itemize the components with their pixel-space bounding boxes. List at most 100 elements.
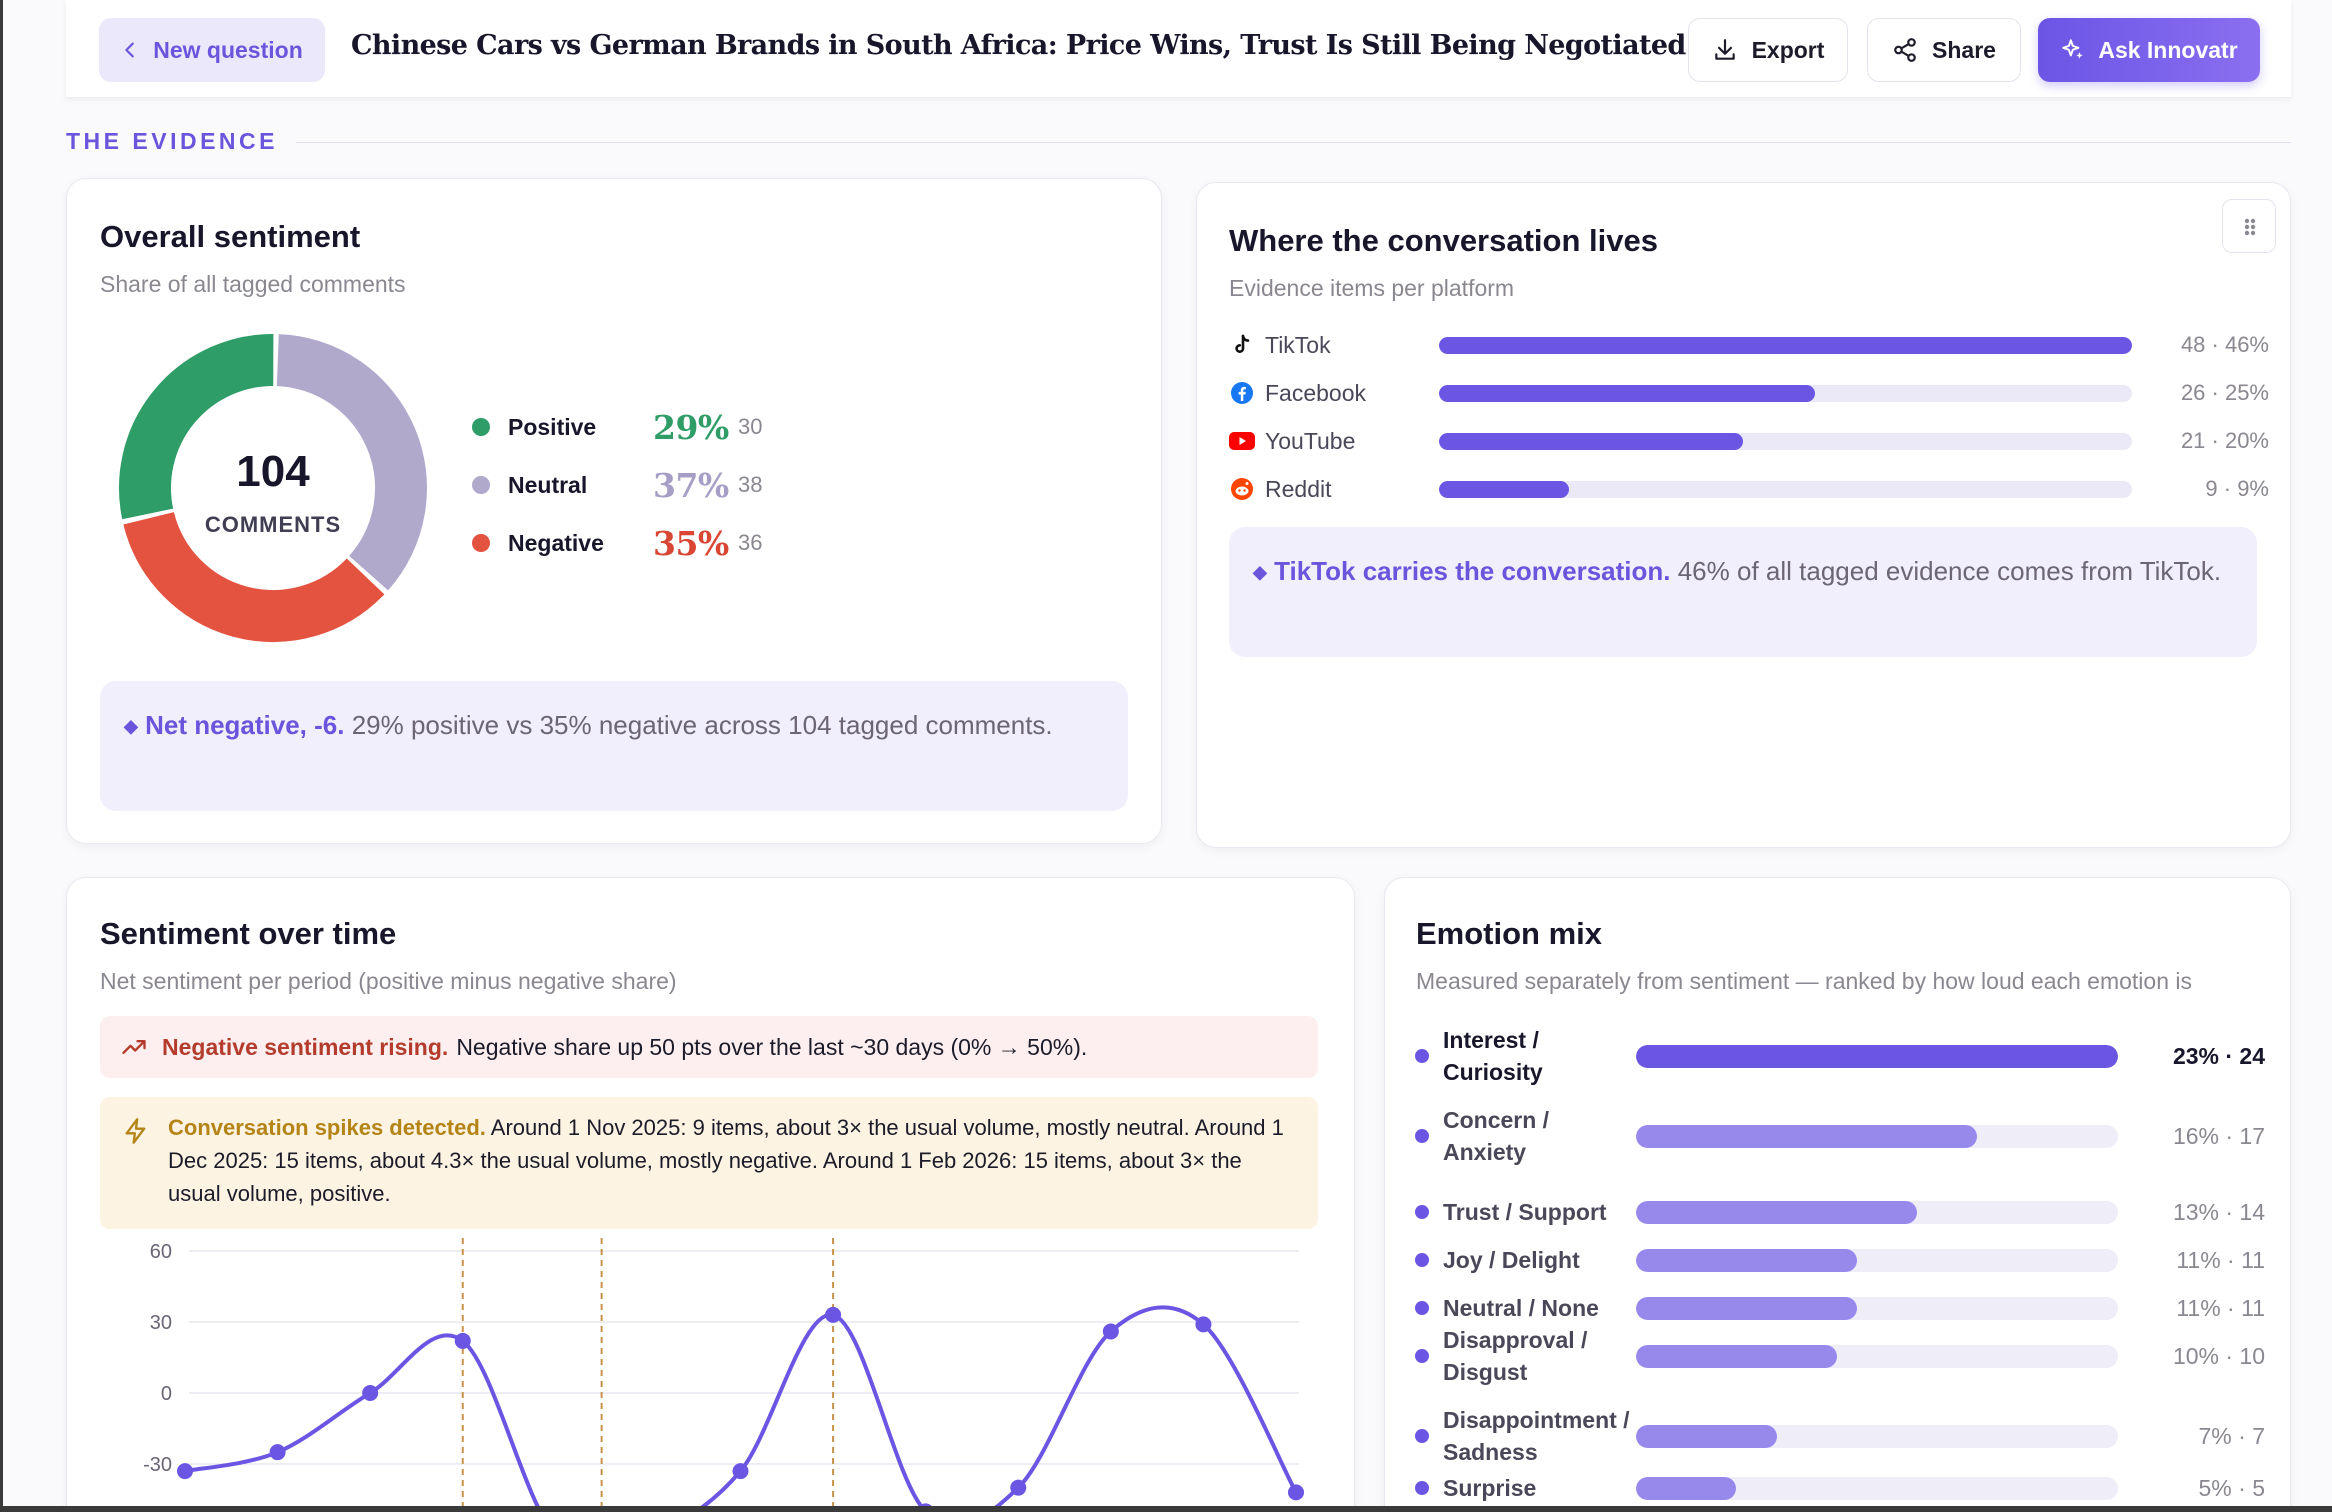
emotion-label: Interest / Curiosity bbox=[1443, 1027, 1543, 1085]
alert-text: Negative share up 50 pts over the last ~… bbox=[456, 1033, 1088, 1060]
emotion-bar-track bbox=[1636, 1044, 2118, 1068]
platform-bar-track bbox=[1439, 480, 2132, 498]
platform-bar-fill bbox=[1439, 480, 1570, 498]
platform-bar-fill bbox=[1439, 336, 2132, 354]
emotion-row: Concern / Anxiety 16% · 17 bbox=[1415, 1104, 2265, 1168]
legend-dot bbox=[472, 418, 490, 436]
emotion-label: Concern / Anxiety bbox=[1443, 1107, 1550, 1165]
export-label: Export bbox=[1751, 36, 1825, 63]
data-point[interactable] bbox=[918, 1503, 934, 1506]
data-point[interactable] bbox=[269, 1444, 286, 1461]
emotion-row: Joy / Delight 11% · 11 bbox=[1415, 1228, 2265, 1292]
ask-innovatr-label: Ask Innovatr bbox=[2098, 36, 2238, 63]
sparkle-icon bbox=[2062, 39, 2084, 59]
emotion-dot bbox=[1415, 1205, 1429, 1219]
spikes-alert: Conversation spikes detected. Around 1 N… bbox=[100, 1097, 1318, 1229]
platforms-card: Where the conversation lives Evidence it… bbox=[1196, 182, 2291, 848]
data-point[interactable] bbox=[1288, 1484, 1304, 1501]
emotion-bar-fill bbox=[1636, 1344, 1837, 1368]
platform-row-facebook: Facebook 26 · 25% bbox=[1229, 375, 2269, 411]
callout-diamond-icon: ◆ bbox=[1253, 562, 1267, 582]
callout-headline: TikTok carries the conversation. bbox=[1274, 556, 1671, 586]
platform-value: 26 · 25% bbox=[2180, 380, 2269, 405]
tiktok-icon bbox=[1229, 332, 1255, 358]
window-frame-bottom bbox=[0, 1506, 2332, 1512]
data-point[interactable] bbox=[825, 1306, 842, 1323]
emotion-row: Neutral / None 11% · 11 bbox=[1415, 1276, 2265, 1340]
legend-name: Negative bbox=[508, 529, 604, 556]
emotion-dot bbox=[1415, 1253, 1429, 1267]
download-icon bbox=[1714, 39, 1735, 60]
data-point[interactable] bbox=[362, 1385, 379, 1401]
ask-innovatr-button[interactable]: Ask Innovatr bbox=[2038, 18, 2260, 82]
emotion-bar-track bbox=[1636, 1344, 2118, 1368]
donut-total-label: COMMENTS bbox=[204, 512, 342, 537]
card-subtitle: Evidence items per platform bbox=[1229, 275, 1515, 301]
card-subtitle: Share of all tagged comments bbox=[100, 271, 406, 297]
emotion-row: Interest / Curiosity 23% · 24 bbox=[1415, 1024, 2265, 1088]
section-divider bbox=[296, 142, 2291, 143]
legend-name: Neutral bbox=[508, 471, 588, 498]
y-tick-label: 0 bbox=[160, 1383, 172, 1405]
emotion-value: 5% · 5 bbox=[2198, 1474, 2265, 1501]
emotion-dot bbox=[1415, 1429, 1429, 1443]
new-question-button[interactable]: New question bbox=[99, 18, 325, 82]
platform-name: Facebook bbox=[1265, 379, 1367, 406]
report-page: New question Chinese Cars vs German Bran… bbox=[3, 0, 2332, 1506]
emotion-bar-track bbox=[1636, 1124, 2118, 1148]
spikes-text: Around 1 Nov 2025: 9 items, about 3× the… bbox=[168, 1115, 1284, 1206]
share-button[interactable]: Share bbox=[1867, 18, 2021, 82]
callout-diamond-icon: ◆ bbox=[124, 716, 138, 736]
y-tick-label: -30 bbox=[143, 1454, 172, 1476]
legend-positive: Positive 29% 30 bbox=[472, 407, 762, 447]
legend-count: 38 bbox=[738, 472, 763, 497]
emotion-row: Disapproval / Disgust 10% · 10 bbox=[1415, 1324, 2265, 1388]
data-point[interactable] bbox=[1010, 1479, 1027, 1496]
new-question-label: New question bbox=[153, 36, 303, 63]
y-tick-label: 30 bbox=[149, 1312, 172, 1334]
y-tick-label: 60 bbox=[149, 1241, 172, 1263]
donut-chart bbox=[119, 334, 427, 642]
data-point[interactable] bbox=[1195, 1316, 1212, 1333]
emotion-value: 7% · 7 bbox=[2198, 1422, 2265, 1449]
sentiment-line-chart: 60 30 0 -30 bbox=[67, 1238, 1354, 1506]
data-point[interactable] bbox=[454, 1332, 471, 1349]
platform-row-tiktok: TikTok 48 · 46% bbox=[1229, 327, 2269, 363]
callout-headline: Net negative, -6. bbox=[145, 710, 345, 740]
data-point[interactable] bbox=[732, 1463, 749, 1480]
emotion-bar-fill bbox=[1636, 1296, 1857, 1320]
data-point[interactable] bbox=[1102, 1323, 1119, 1340]
drag-handle-button[interactable] bbox=[2222, 199, 2276, 253]
platform-bar-track bbox=[1439, 336, 2132, 354]
window-frame bbox=[0, 0, 3, 1512]
chevron-left-icon bbox=[125, 42, 135, 58]
emotion-label: Trust / Support bbox=[1443, 1199, 1607, 1225]
card-title: Emotion mix bbox=[1416, 916, 1603, 951]
emotion-row: Trust / Support 13% · 14 bbox=[1415, 1180, 2265, 1244]
emotion-label: Disapproval / Disgust bbox=[1443, 1327, 1588, 1385]
emotion-value: 16% · 17 bbox=[2172, 1122, 2265, 1149]
report-title: Chinese Cars vs German Brands in South A… bbox=[351, 30, 1686, 61]
emotion-value: 11% · 11 bbox=[2176, 1294, 2265, 1321]
card-title: Overall sentiment bbox=[100, 219, 361, 254]
platform-row-youtube: YouTube 21 · 20% bbox=[1229, 423, 2269, 459]
callout-text: 29% positive vs 35% negative across 104 … bbox=[344, 710, 1053, 740]
emotion-bar-fill bbox=[1636, 1200, 1917, 1224]
data-point[interactable] bbox=[177, 1463, 193, 1480]
platform-bar-fill bbox=[1439, 384, 1815, 402]
export-button[interactable]: Export bbox=[1688, 18, 1848, 82]
legend-name: Positive bbox=[508, 413, 597, 440]
emotion-bar-fill bbox=[1636, 1476, 1737, 1500]
lightning-icon bbox=[125, 1118, 146, 1144]
emotion-bar-fill bbox=[1636, 1248, 1857, 1272]
card-subtitle: Net sentiment per period (positive minus… bbox=[100, 968, 677, 994]
donut-slice-negative bbox=[123, 511, 385, 642]
emotion-row: Surprise 5% · 5 bbox=[1415, 1456, 2265, 1506]
spikes-headline: Conversation spikes detected. bbox=[168, 1115, 486, 1140]
legend-count: 30 bbox=[738, 414, 763, 439]
emotion-label: Disappointment / Sadness bbox=[1443, 1407, 1630, 1465]
emotion-row: Disappointment / Sadness 7% · 7 bbox=[1415, 1404, 2265, 1468]
emotion-value: 10% · 10 bbox=[2172, 1342, 2265, 1369]
donut-slice-neutral bbox=[276, 334, 427, 591]
donut-total: 104 bbox=[236, 447, 310, 496]
